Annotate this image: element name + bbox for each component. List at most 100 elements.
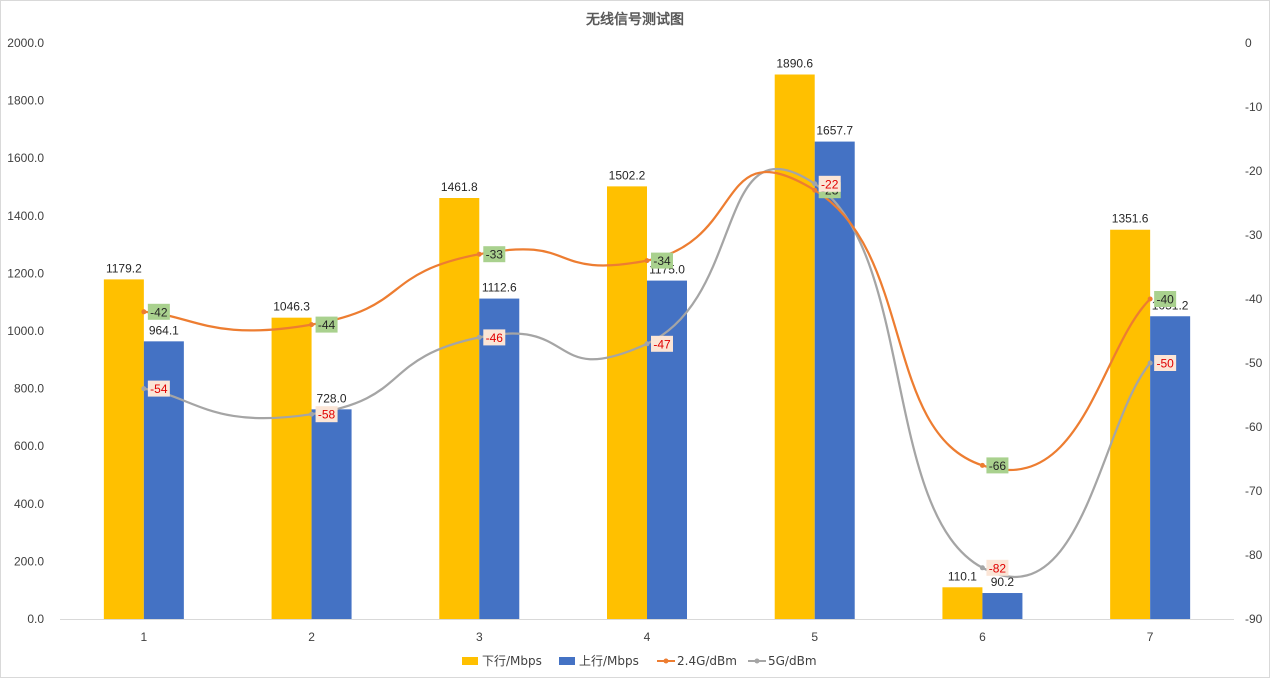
data-labels: 1179.2 1046.3 1461.8 1502.2 1890.6 110.1 1351.… (106, 57, 1189, 590)
bar (271, 317, 312, 619)
bar (942, 587, 983, 619)
line-label-box (483, 329, 506, 346)
x-axis-tick-label: 7 (1147, 630, 1154, 644)
legend-swatch-marker (754, 658, 760, 664)
line-label-box (818, 175, 841, 192)
line-data-label: -40 (1156, 293, 1174, 307)
line-point (309, 411, 315, 417)
line-label-box (651, 335, 673, 352)
right-axis-tick-label: -10 (1245, 100, 1263, 114)
right-axis-tick-label: -90 (1245, 612, 1263, 626)
line-data-label: -46 (486, 331, 504, 345)
line-data-label: -42 (150, 305, 168, 319)
line-point (979, 565, 985, 571)
left-axis-tick-label: 2000.0 (7, 36, 44, 50)
line-point (979, 462, 985, 468)
line-data-label: -47 (653, 337, 671, 351)
bar (479, 298, 520, 619)
line-data-label: -50 (1156, 357, 1174, 371)
left-axis-tick-label: 1600.0 (7, 151, 44, 165)
line-point (141, 309, 147, 315)
legend-label: 上行/Mbps (579, 654, 639, 668)
line-point (1147, 360, 1153, 366)
bar (103, 279, 144, 619)
right-axis: 0 -10 -20 -30 -40 -50 -60 -70 -80 -90 (1245, 36, 1263, 626)
left-axis-tick-label: 0.0 (27, 612, 44, 626)
bar-data-label: 1461.8 (441, 180, 478, 194)
line-data-label: -54 (150, 382, 168, 396)
bar-data-label: 1046.3 (273, 300, 310, 314)
line-data-label: -66 (989, 459, 1007, 473)
right-axis-tick-label: -40 (1245, 292, 1263, 306)
line-data-label: -34 (653, 254, 671, 268)
legend: 下行/Mbps 上行/Mbps 2.4G/dBm 5G/dBm (462, 654, 817, 668)
left-axis-tick-label: 400.0 (14, 497, 44, 511)
line-label-box (986, 457, 1009, 474)
line-label-box (483, 246, 506, 263)
right-axis-tick-label: -20 (1245, 164, 1263, 178)
right-axis-tick-label: -70 (1245, 484, 1263, 498)
bar-data-label: 1890.6 (776, 57, 813, 71)
left-axis-tick-label: 1200.0 (7, 266, 44, 280)
bar-data-label: 110.1 (948, 569, 977, 583)
bar-data-label: 90.2 (991, 575, 1015, 589)
line-point (644, 258, 650, 264)
line-label-box (1154, 355, 1177, 371)
bar (814, 141, 855, 619)
x-axis-tick-label: 1 (141, 630, 148, 644)
line-label-box (986, 559, 1009, 576)
chart-title: 无线信号测试图 (585, 11, 684, 28)
line-label-box (651, 252, 673, 269)
legend-label: 5G/dBm (768, 654, 817, 668)
bar (311, 409, 352, 619)
line-point (141, 386, 147, 392)
right-axis-tick-label: -80 (1245, 548, 1263, 562)
legend-label: 2.4G/dBm (677, 654, 737, 668)
left-axis-tick-label: 1800.0 (7, 94, 44, 108)
line-point (812, 181, 818, 187)
x-axis-tick-label: 6 (979, 630, 986, 644)
line-point (812, 187, 818, 193)
bar-data-label: 1657.7 (816, 124, 853, 138)
line-point (476, 251, 482, 257)
left-axis: 0.0 200.0 400.0 600.0 800.0 1000.0 1200.0 1400.… (7, 36, 44, 626)
x-axis-tick-label: 5 (811, 630, 818, 644)
line-data-label: -22 (821, 177, 839, 191)
left-axis-tick-label: 600.0 (14, 439, 44, 453)
bar (1110, 229, 1151, 619)
bar-data-label: 1502.2 (609, 168, 646, 182)
line-series-path (143, 167, 1152, 578)
bar-data-label: 1351.6 (1112, 212, 1149, 226)
line-data-label: -33 (486, 248, 504, 262)
line-point (644, 341, 650, 347)
x-axis: 1 2 3 4 5 6 7 (60, 619, 1234, 644)
bar (607, 186, 647, 619)
line-label-box (315, 406, 338, 423)
x-axis-tick-label: 2 (308, 630, 315, 644)
right-axis-tick-label: -30 (1245, 228, 1263, 242)
bar (774, 74, 815, 619)
line-label-box (315, 316, 338, 333)
x-axis-tick-label: 3 (476, 630, 483, 644)
left-axis-tick-label: 1400.0 (7, 209, 44, 223)
left-axis-tick-label: 1000.0 (7, 324, 44, 338)
legend-swatch-marker (663, 658, 669, 664)
left-axis-tick-label: 800.0 (14, 382, 44, 396)
line-label-box (1154, 291, 1177, 307)
line-point (1147, 296, 1153, 302)
bar-data-label: 1112.6 (482, 281, 517, 295)
legend-swatch (559, 657, 575, 665)
line-data-label: -82 (989, 561, 1007, 575)
bar-data-label: 728.0 (317, 391, 347, 405)
bar (439, 198, 480, 620)
line-data-label: -44 (318, 318, 336, 332)
right-axis-tick-label: 0 (1245, 36, 1252, 50)
left-axis-tick-label: 200.0 (14, 554, 44, 568)
right-axis-tick-label: -60 (1245, 420, 1263, 434)
line-label-box (147, 380, 170, 397)
x-axis-tick-label: 4 (644, 630, 651, 644)
line-point (309, 322, 315, 328)
line-data-label: -58 (318, 408, 336, 422)
